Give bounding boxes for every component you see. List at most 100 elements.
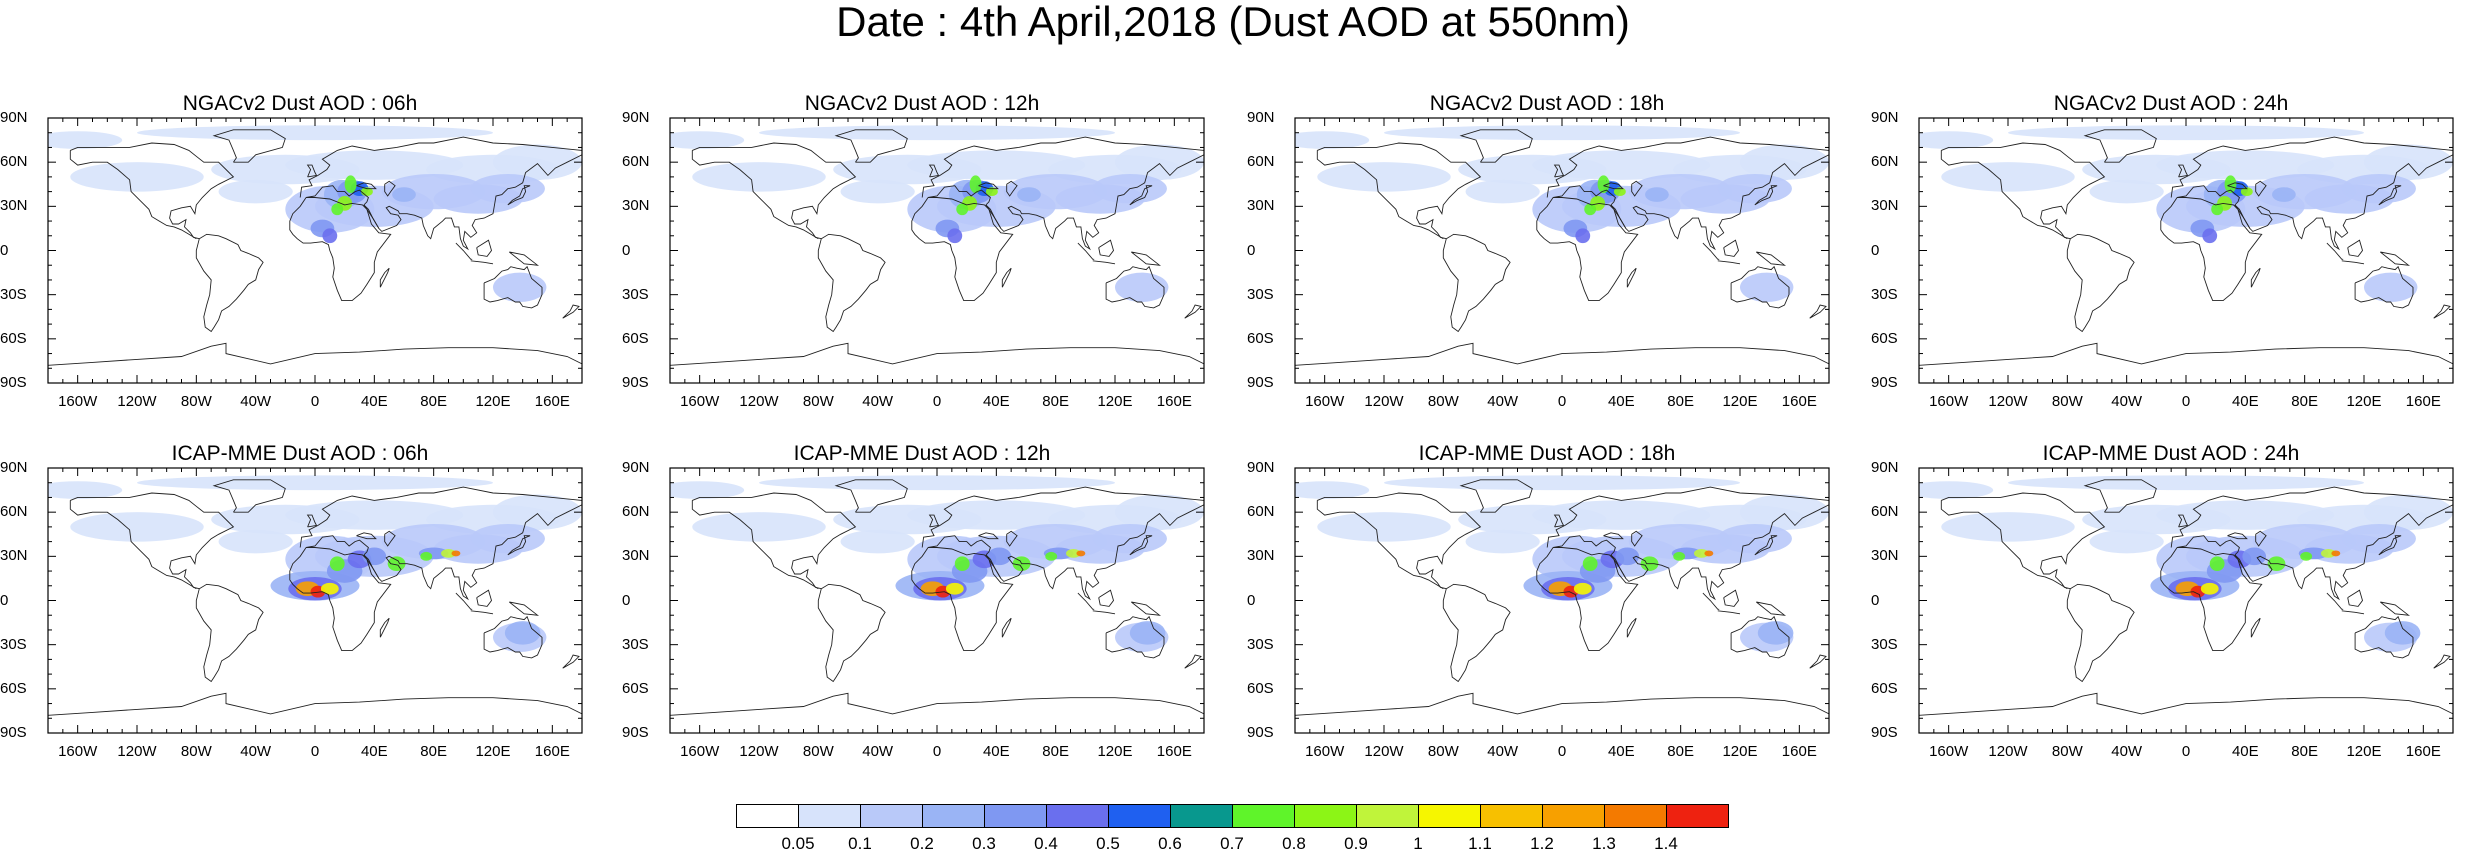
coastline (1919, 342, 2453, 366)
dust-aod-contour (1704, 550, 1714, 557)
coastline (1723, 239, 1739, 257)
map-panel-icap-24h: ICAP-MME Dust AOD : 24h 90N 60N 30N 0 30S 60S… (1871, 440, 2466, 790)
colorbar-swatch (1542, 804, 1605, 828)
dust-aod-contour (451, 550, 461, 557)
dust-aod-contour (2211, 203, 2224, 216)
coastline (1941, 142, 2106, 240)
latitude-tick-label: 30S (622, 285, 649, 303)
longitude-tick-label: 120E (2346, 393, 2382, 410)
coastline (306, 185, 369, 206)
longitude-tick-label: 120W (1988, 393, 2028, 410)
dust-aod-contour (1465, 179, 1540, 204)
dust-aod-contour (759, 475, 1115, 491)
latitude-tick-label: 0 (0, 591, 9, 609)
coastline (1631, 180, 1643, 197)
dust-aod-contour (1597, 175, 1610, 194)
longitude-tick-label: 80W (2051, 393, 2083, 410)
dust-aod-contour (1584, 203, 1597, 216)
coastline (356, 182, 377, 190)
dust-aod-contour (285, 150, 464, 180)
coastline (455, 592, 473, 610)
dust-aod-contour (1575, 228, 1591, 244)
longitude-tick-label: 0 (310, 743, 320, 760)
coastline (1610, 204, 1627, 229)
dust-aod-contour (2364, 144, 2453, 180)
longitude-tick-label: 40W (2111, 393, 2143, 410)
coastline (1553, 185, 1616, 206)
coastline (1546, 136, 1829, 198)
latitude-tick-label: 30S (0, 285, 27, 303)
coastline (1105, 265, 1165, 309)
coastline (299, 136, 582, 198)
coastline (1001, 267, 1012, 288)
colorbar-tick-label: 0.7 (1220, 834, 1244, 853)
dust-aod-contour (1532, 500, 1711, 530)
colorbar-tick-label: 0.05 (781, 834, 815, 853)
coastline (2083, 129, 2157, 163)
coastline (928, 164, 940, 178)
dust-aod-contour (322, 228, 338, 244)
longitude-tick-label: 40W (240, 393, 272, 410)
dust-aod-contour (2240, 187, 2253, 197)
coastline (306, 164, 318, 178)
colorbar-swatch (984, 804, 1047, 828)
latitude-tick-label: 30S (622, 635, 649, 653)
latitude-tick-label: 60N (1871, 503, 1899, 521)
coastline (1756, 601, 1787, 616)
coastline (70, 142, 235, 240)
longitude-tick-label: 0 (2181, 393, 2191, 410)
colorbar-tick-label: 1.2 (1530, 834, 1554, 853)
longitude-tick-label: 40E (982, 743, 1010, 760)
coastline (1098, 589, 1114, 607)
coastline (356, 532, 377, 540)
latitude-tick-label: 30N (1247, 197, 1275, 215)
dust-aod-contour (504, 621, 541, 645)
latitude-tick-label: 60N (0, 503, 28, 521)
longitude-tick-label: 120E (475, 743, 511, 760)
longitude-tick-label: 160E (534, 743, 570, 760)
dust-aod-contour (70, 512, 204, 542)
latitude-tick-label: 30S (1871, 285, 1898, 303)
coastline (1631, 530, 1643, 547)
colorbar-tick-label: 0.8 (1282, 834, 1306, 853)
dust-aod-contour (1295, 131, 1370, 149)
dust-aod-contour (907, 500, 1086, 530)
dust-aod-contour (320, 582, 339, 595)
latitude-tick-label: 90N (0, 109, 28, 126)
longitude-tick-label: 120E (1097, 393, 1133, 410)
coastline (48, 342, 582, 366)
dust-aod-contour (692, 512, 826, 542)
coastline (2250, 617, 2261, 638)
colorbar-tick-label: 0.3 (972, 834, 996, 853)
latitude-tick-label: 0 (1871, 241, 1880, 259)
dust-aod-contour (840, 179, 915, 204)
dust-aod-contour (137, 125, 493, 141)
panel-title: NGACv2 Dust AOD : 06h (182, 92, 418, 115)
coastline (2378, 185, 2402, 206)
coastline (2066, 583, 2135, 683)
coastline (384, 530, 396, 547)
coastline (212, 129, 286, 163)
latitude-tick-label: 90N (1871, 459, 1899, 476)
coastline (483, 615, 543, 659)
dust-aod-contour (441, 548, 456, 558)
coastline (2160, 547, 2263, 652)
dust-aod-contour (2331, 550, 2341, 557)
dust-aod-contour (1740, 272, 1794, 303)
dust-aod-contour (218, 529, 293, 554)
coastline (1006, 180, 1018, 197)
dust-aod-contour (1613, 187, 1626, 197)
dust-aod-contour (1017, 187, 1041, 202)
coastline (2347, 239, 2363, 257)
dust-aod-contour (2156, 500, 2335, 530)
map-plot (47, 467, 583, 734)
coastline (1610, 554, 1627, 579)
longitude-tick-label: 80W (1427, 393, 1459, 410)
longitude-tick-label: 40W (2111, 743, 2143, 760)
coastline (363, 554, 380, 579)
coastline (69, 150, 197, 240)
coastline (1184, 654, 1202, 669)
colorbar-tick-label: 0.5 (1096, 834, 1120, 853)
coastline (1536, 197, 1639, 302)
colorbar-swatch (1108, 804, 1171, 828)
